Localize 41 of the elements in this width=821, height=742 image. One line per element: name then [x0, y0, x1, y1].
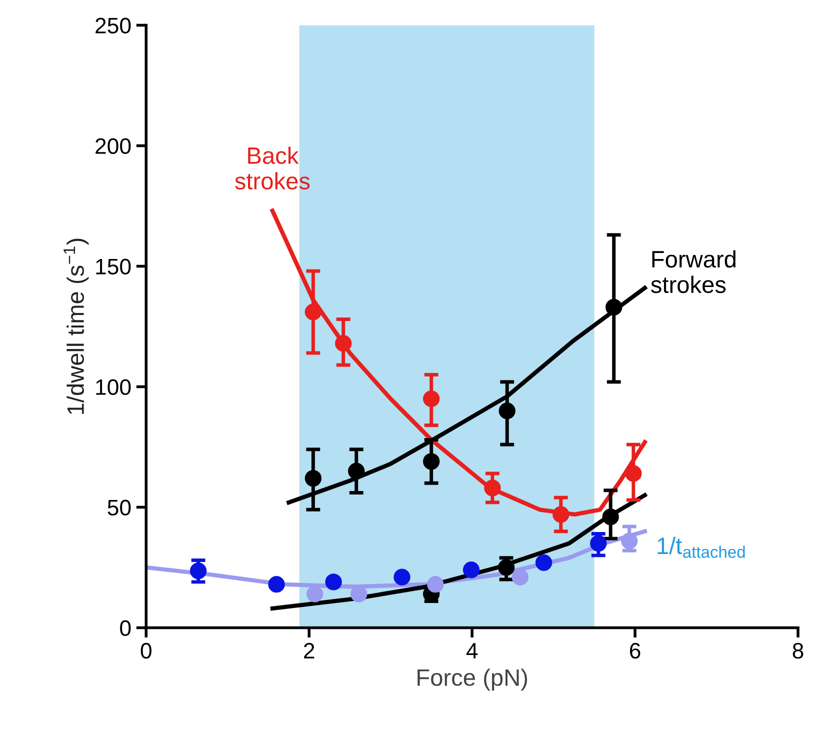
point: [268, 576, 285, 593]
y-tick-label: 200: [96, 138, 131, 154]
point: [423, 453, 440, 470]
point: [535, 554, 552, 571]
point: [625, 465, 642, 482]
point: [621, 532, 638, 550]
point: [348, 462, 365, 480]
series-label: Back strokes: [235, 146, 310, 190]
point: [306, 586, 324, 602]
y-tick-label: 100: [96, 379, 131, 395]
y-tick-label: 150: [96, 258, 131, 274]
point: [427, 576, 444, 593]
point: [334, 335, 352, 352]
x-tick-label: 2: [304, 642, 314, 658]
point: [512, 568, 528, 586]
point: [602, 508, 619, 526]
series-label: 1/t$_{attached}$: [658, 536, 745, 558]
point: [606, 298, 622, 316]
line-series: [270, 493, 647, 611]
point: [190, 562, 207, 580]
point: [325, 574, 342, 590]
x-tick-label: 8: [792, 642, 804, 659]
x-tick-label: 4: [466, 643, 478, 658]
point: [498, 402, 516, 420]
x-tick-label: 6: [630, 642, 640, 659]
point: [552, 506, 570, 523]
point: [304, 470, 322, 487]
y-tick-label: 250: [96, 18, 131, 34]
point: [590, 535, 607, 552]
x-axis-title: Force (pN): [418, 668, 528, 691]
point: [462, 562, 480, 578]
y-tick-label: 0: [120, 620, 131, 636]
point: [304, 304, 322, 320]
point: [498, 559, 515, 576]
y-tick-label: 50: [108, 500, 131, 516]
y-axis-title: 1/dwell time (s$^{−1}$): [64, 238, 89, 414]
series-label: Forward strokes: [651, 250, 736, 294]
point: [423, 390, 440, 408]
point: [484, 480, 501, 496]
point: [394, 568, 410, 586]
x-tick-label: 0: [140, 642, 152, 659]
